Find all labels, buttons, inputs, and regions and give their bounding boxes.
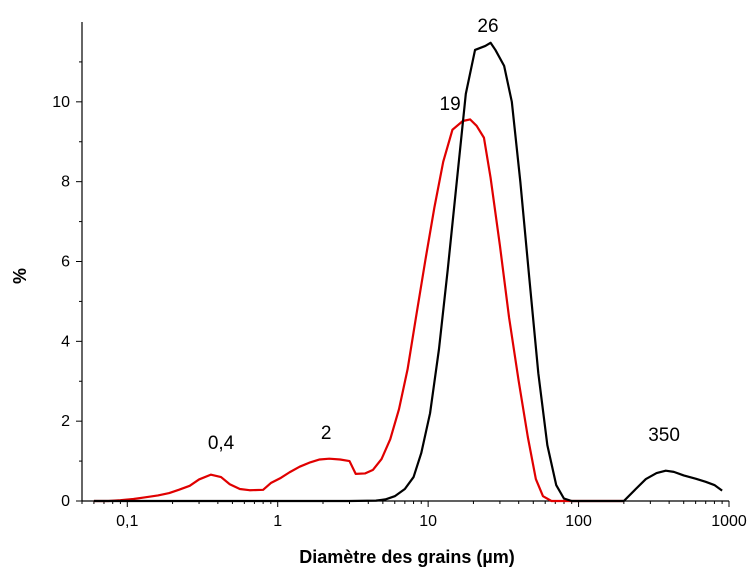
peak-annotation: 19 <box>440 94 461 115</box>
x-tick-label: 0,1 <box>116 513 138 530</box>
peak-annotation: 350 <box>648 425 680 446</box>
x-tick-label: 10 <box>419 513 437 530</box>
y-tick-label: 0 <box>61 493 70 510</box>
y-axis-title: % <box>10 268 30 284</box>
black-distribution-line <box>93 41 723 503</box>
peak-annotation: 26 <box>477 16 498 37</box>
x-tick-label: 100 <box>565 513 592 530</box>
y-tick-label: 6 <box>61 254 70 271</box>
x-tick-label: 1000 <box>711 513 747 530</box>
peak-annotation: 0,4 <box>208 433 235 454</box>
y-tick-label: 8 <box>61 174 70 191</box>
x-tick-label: 1 <box>273 513 282 530</box>
y-tick-label: 2 <box>61 413 70 430</box>
red-distribution-line <box>93 118 624 503</box>
y-tick-label: 10 <box>52 94 70 111</box>
y-tick-label: 4 <box>61 333 70 350</box>
x-axis-title: Diamètre des grains (µm) <box>299 547 514 567</box>
peak-annotation: 2 <box>321 423 332 444</box>
